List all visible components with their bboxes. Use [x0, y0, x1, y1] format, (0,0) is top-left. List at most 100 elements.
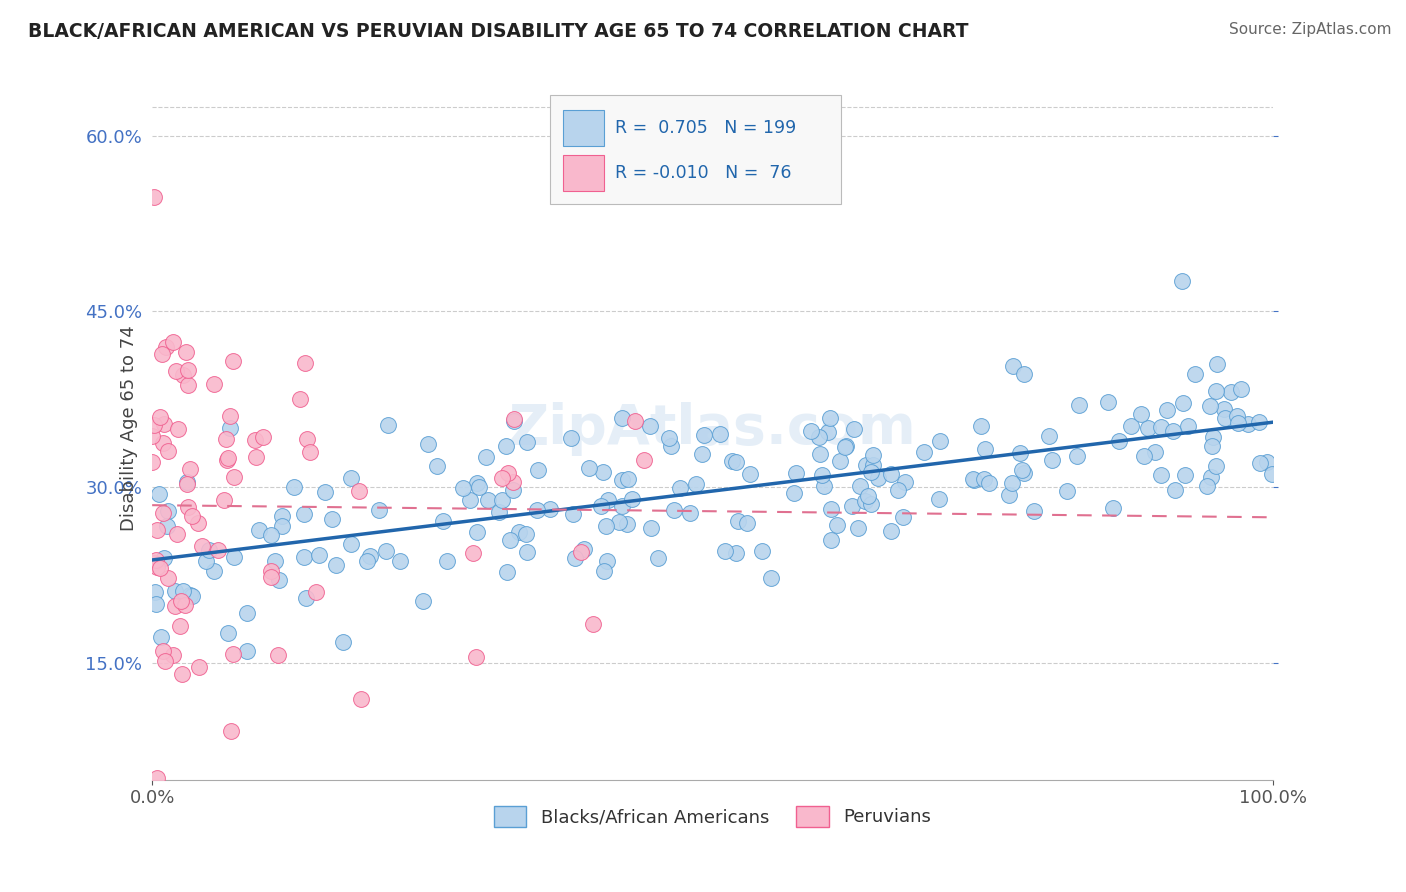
Point	[560, 431, 582, 445]
Point	[1249, 415, 1271, 429]
Point	[491, 470, 513, 484]
Point	[219, 421, 242, 435]
Point	[841, 499, 863, 513]
Point	[846, 521, 869, 535]
Point	[150, 630, 173, 644]
Point	[162, 648, 184, 663]
Point	[1150, 419, 1173, 434]
FancyBboxPatch shape	[550, 95, 841, 204]
Point	[610, 499, 633, 513]
Point	[295, 591, 318, 606]
Point	[662, 503, 685, 517]
Point	[844, 422, 866, 436]
Point	[436, 554, 458, 568]
Point	[862, 448, 884, 462]
Legend: Blacks/African Americans, Peruvians: Blacks/African Americans, Peruvians	[486, 798, 938, 834]
Point	[1199, 470, 1222, 484]
Point	[679, 506, 702, 520]
Point	[817, 425, 839, 439]
Point	[219, 409, 242, 424]
Point	[727, 514, 749, 528]
Point	[502, 483, 524, 497]
Point	[170, 593, 193, 607]
Point	[425, 458, 447, 473]
Point	[659, 439, 682, 453]
Point	[166, 422, 188, 436]
Point	[516, 434, 538, 449]
Point	[1227, 417, 1250, 431]
Point	[176, 476, 198, 491]
Point	[465, 524, 488, 539]
Point	[1205, 458, 1227, 473]
Point	[526, 503, 548, 517]
Point	[1174, 467, 1197, 482]
Point	[222, 647, 245, 661]
Point	[269, 573, 291, 587]
Point	[1067, 398, 1090, 412]
Point	[610, 473, 633, 487]
Point	[464, 650, 486, 665]
Point	[217, 450, 239, 465]
Point	[263, 554, 285, 568]
Point	[1056, 484, 1078, 499]
Point	[165, 583, 187, 598]
Point	[153, 654, 176, 668]
Point	[347, 483, 370, 498]
Point	[862, 458, 884, 473]
Point	[141, 429, 163, 443]
Point	[800, 424, 823, 438]
Point	[1256, 455, 1278, 469]
Point	[356, 554, 378, 568]
Point	[508, 524, 530, 539]
Point	[621, 491, 644, 506]
Point	[1261, 467, 1284, 482]
Point	[321, 512, 343, 526]
Point	[214, 493, 236, 508]
Point	[156, 444, 179, 458]
Point	[912, 444, 935, 458]
Point	[451, 481, 474, 495]
Point	[709, 426, 731, 441]
Point	[1237, 417, 1260, 431]
Point	[157, 504, 180, 518]
Point	[418, 436, 440, 450]
Point	[640, 521, 662, 535]
Point	[243, 433, 266, 447]
Point	[149, 561, 172, 575]
Point	[1170, 274, 1192, 288]
Point	[156, 571, 179, 585]
Point	[572, 541, 595, 556]
Point	[165, 364, 187, 378]
Point	[156, 518, 179, 533]
Point	[1213, 401, 1236, 416]
Point	[259, 570, 281, 584]
Point	[638, 419, 661, 434]
Point	[359, 549, 381, 564]
Point	[298, 445, 321, 459]
Point	[179, 461, 201, 475]
Point	[1156, 403, 1178, 417]
Point	[582, 617, 605, 632]
Point	[617, 472, 640, 486]
Point	[782, 485, 804, 500]
Text: Source: ZipAtlas.com: Source: ZipAtlas.com	[1229, 22, 1392, 37]
Point	[607, 515, 630, 529]
Point	[271, 508, 294, 523]
Point	[148, 784, 170, 798]
Point	[180, 589, 202, 603]
Point	[596, 492, 619, 507]
Point	[880, 524, 903, 538]
Point	[172, 583, 194, 598]
Point	[477, 492, 499, 507]
Point	[202, 376, 225, 391]
Point	[172, 368, 194, 382]
Point	[166, 527, 188, 541]
Point	[463, 546, 485, 560]
Point	[595, 519, 617, 533]
Point	[465, 475, 488, 490]
Point	[1206, 358, 1229, 372]
Point	[350, 691, 373, 706]
Point	[142, 190, 165, 204]
Point	[1133, 449, 1156, 463]
Point	[828, 454, 851, 468]
